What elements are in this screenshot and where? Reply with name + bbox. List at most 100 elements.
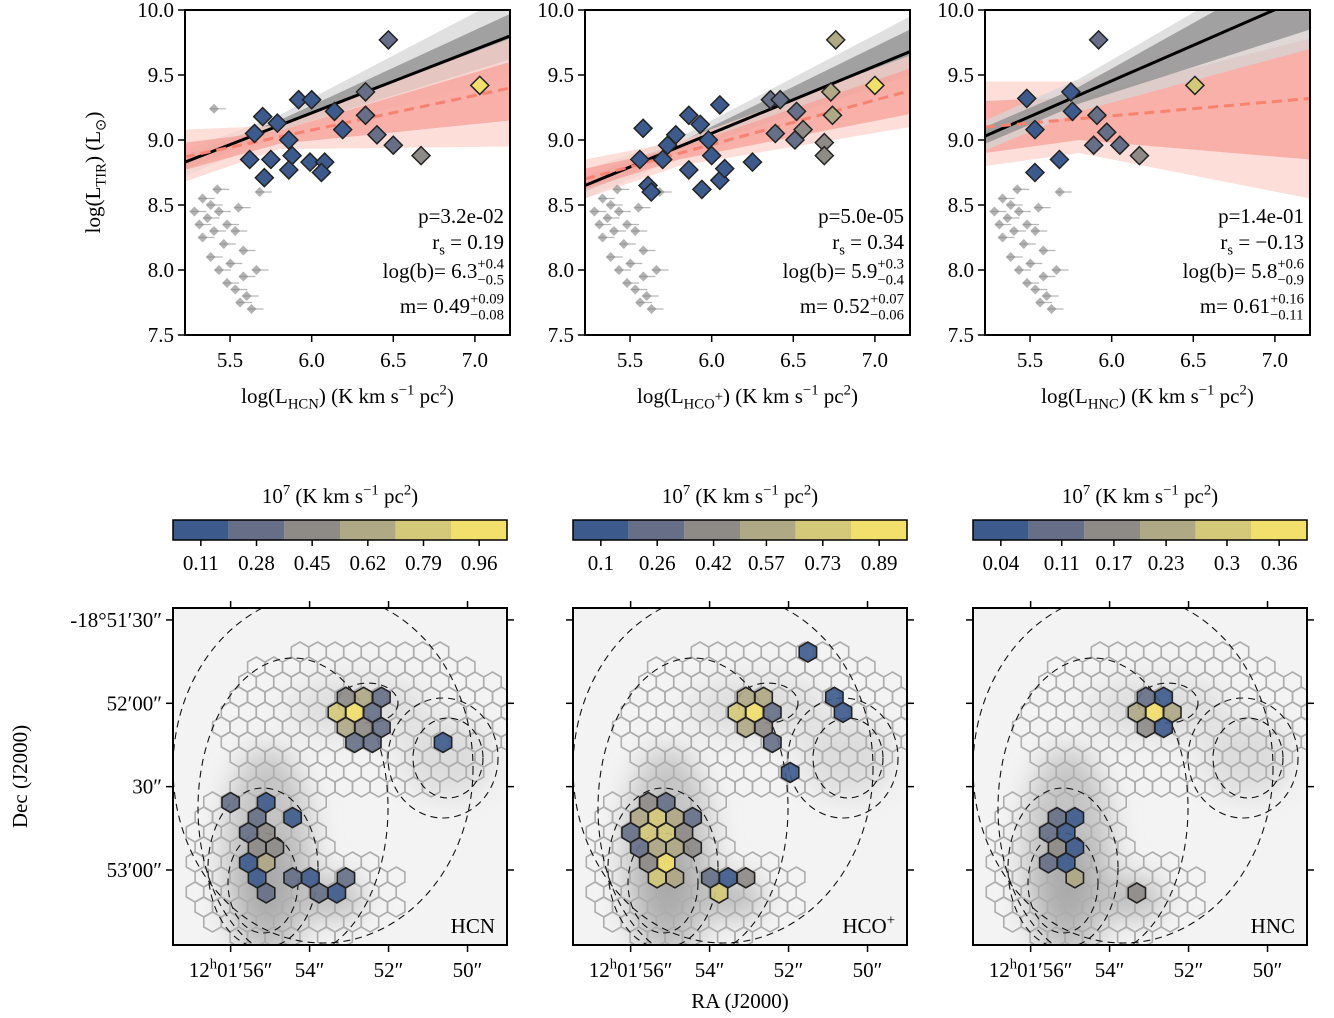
text-part: = 0.19 bbox=[445, 230, 504, 254]
hex-cell bbox=[710, 883, 727, 903]
colorbar-tick-label: 0.11 bbox=[1044, 551, 1080, 575]
text-part: ) bbox=[1247, 384, 1254, 408]
text-part: log(b)= 5.8 bbox=[1183, 259, 1278, 283]
limit-point bbox=[1022, 278, 1032, 288]
text-part: TIR bbox=[93, 163, 109, 187]
y-tick-label: 9.5 bbox=[148, 63, 174, 87]
y-tick-label: 8.0 bbox=[548, 258, 574, 282]
text-part: r bbox=[1220, 230, 1227, 254]
colorbar-tick-label: 0.73 bbox=[804, 551, 841, 575]
colorbar-tick-label: 0.23 bbox=[1148, 551, 1185, 575]
limit-point bbox=[1022, 220, 1032, 230]
hex-cell bbox=[737, 868, 754, 888]
text-part: log(L bbox=[241, 384, 288, 408]
limit-point bbox=[1042, 291, 1052, 301]
limit-point bbox=[212, 184, 222, 194]
x-tick-label: 6.5 bbox=[380, 348, 406, 372]
hex-cell bbox=[373, 717, 390, 737]
x-tick-label: 6.5 bbox=[780, 348, 806, 372]
limit-point bbox=[198, 233, 208, 243]
limit-point bbox=[1009, 226, 1019, 236]
colorbar-bin bbox=[740, 520, 796, 540]
y-tick-label: 52′00″ bbox=[107, 691, 162, 715]
superscript: +0.09 bbox=[470, 292, 504, 308]
colorbar-tick-label: 0.57 bbox=[748, 551, 785, 575]
limit-point bbox=[614, 207, 624, 217]
colorbar-tick-label: 0.36 bbox=[1261, 551, 1298, 575]
colorbar-tick-label: 0.3 bbox=[1214, 551, 1240, 575]
colorbar-bin bbox=[684, 520, 740, 540]
x-tick-label: 50″ bbox=[853, 958, 883, 982]
hex-cell bbox=[1040, 853, 1057, 873]
limit-point bbox=[202, 213, 212, 223]
y-tick-label: 30″ bbox=[132, 775, 162, 799]
limit-point bbox=[209, 104, 219, 114]
limit-point bbox=[1055, 187, 1065, 197]
colorbar-label: 107 (K km s−1 pc2) bbox=[262, 483, 418, 508]
limit-point bbox=[651, 265, 661, 275]
colorbar-tick-label: 0.26 bbox=[639, 551, 676, 575]
x-tick-label: 5.5 bbox=[217, 348, 243, 372]
colorbar-tick-label: 0.1 bbox=[588, 551, 614, 575]
diamond-point bbox=[379, 31, 397, 49]
text-part: −1 bbox=[1199, 383, 1215, 399]
colorbar-bin bbox=[1140, 520, 1196, 540]
text-part: pc bbox=[1214, 384, 1239, 408]
y-tick-label: 53′00″ bbox=[107, 858, 162, 882]
hex-cell bbox=[328, 883, 345, 903]
hex-cell bbox=[1137, 717, 1154, 737]
emission-blob bbox=[803, 718, 893, 798]
limit-point bbox=[194, 220, 204, 230]
x-tick-label: 54″ bbox=[295, 958, 325, 982]
limit-point bbox=[242, 291, 252, 301]
text-part: log(b)= 5.9 bbox=[783, 259, 878, 283]
colorbar-tick-label: 0.79 bbox=[405, 551, 442, 575]
x-tick-label: 54″ bbox=[695, 958, 725, 982]
limit-point bbox=[230, 285, 240, 295]
limit-point bbox=[598, 194, 608, 204]
text-part: + bbox=[715, 389, 723, 405]
limit-point bbox=[630, 226, 640, 236]
text-part: 2 bbox=[439, 383, 446, 399]
text-part: 2 bbox=[1204, 483, 1211, 499]
limit-point bbox=[1051, 265, 1061, 275]
x-tick-label: 5.5 bbox=[1017, 348, 1043, 372]
hex-cell bbox=[737, 717, 754, 737]
colorbar-tick-label: 0.11 bbox=[183, 551, 219, 575]
text-part: 2 bbox=[804, 483, 811, 499]
hex-cell bbox=[284, 808, 301, 828]
hex-cell bbox=[1128, 883, 1145, 903]
diamond-point bbox=[280, 161, 298, 179]
limit-point bbox=[255, 187, 265, 197]
limit-point bbox=[247, 304, 257, 314]
emission-blob bbox=[1203, 718, 1293, 798]
text-part: p=3.2e-02 bbox=[418, 204, 504, 228]
diamond-point bbox=[283, 147, 301, 165]
hex-cell bbox=[834, 702, 851, 722]
limit-point bbox=[1006, 200, 1016, 210]
text-part: ) bbox=[81, 112, 105, 119]
limit-point bbox=[1035, 298, 1045, 308]
text-part: 01′56″ bbox=[217, 958, 272, 982]
colorbar-bin bbox=[629, 520, 685, 540]
text-part: −1 bbox=[399, 383, 415, 399]
text-part: 12 bbox=[189, 958, 210, 982]
hex-cell bbox=[222, 793, 239, 813]
text-part: ⊙ bbox=[93, 119, 109, 131]
limit-point bbox=[233, 203, 243, 213]
limit-point bbox=[606, 252, 616, 262]
text-part: −1 bbox=[363, 483, 379, 499]
annotation: log(b)= 5.8+0.6−0.9 bbox=[1183, 257, 1304, 289]
superscript: +0.4 bbox=[477, 257, 504, 273]
text-part: ) bbox=[1211, 484, 1218, 508]
annotation: rs = 0.34 bbox=[832, 230, 904, 258]
limit-point bbox=[589, 207, 599, 217]
limit-point bbox=[238, 246, 248, 256]
hex-cell bbox=[434, 732, 451, 752]
colorbar-bin bbox=[1029, 520, 1085, 540]
superscript: +0.3 bbox=[877, 257, 904, 273]
subscript: −0.4 bbox=[877, 272, 904, 288]
annotation: p=5.0e-05 bbox=[818, 204, 904, 228]
text-part: + bbox=[887, 913, 895, 929]
hex-cell bbox=[1066, 868, 1083, 888]
